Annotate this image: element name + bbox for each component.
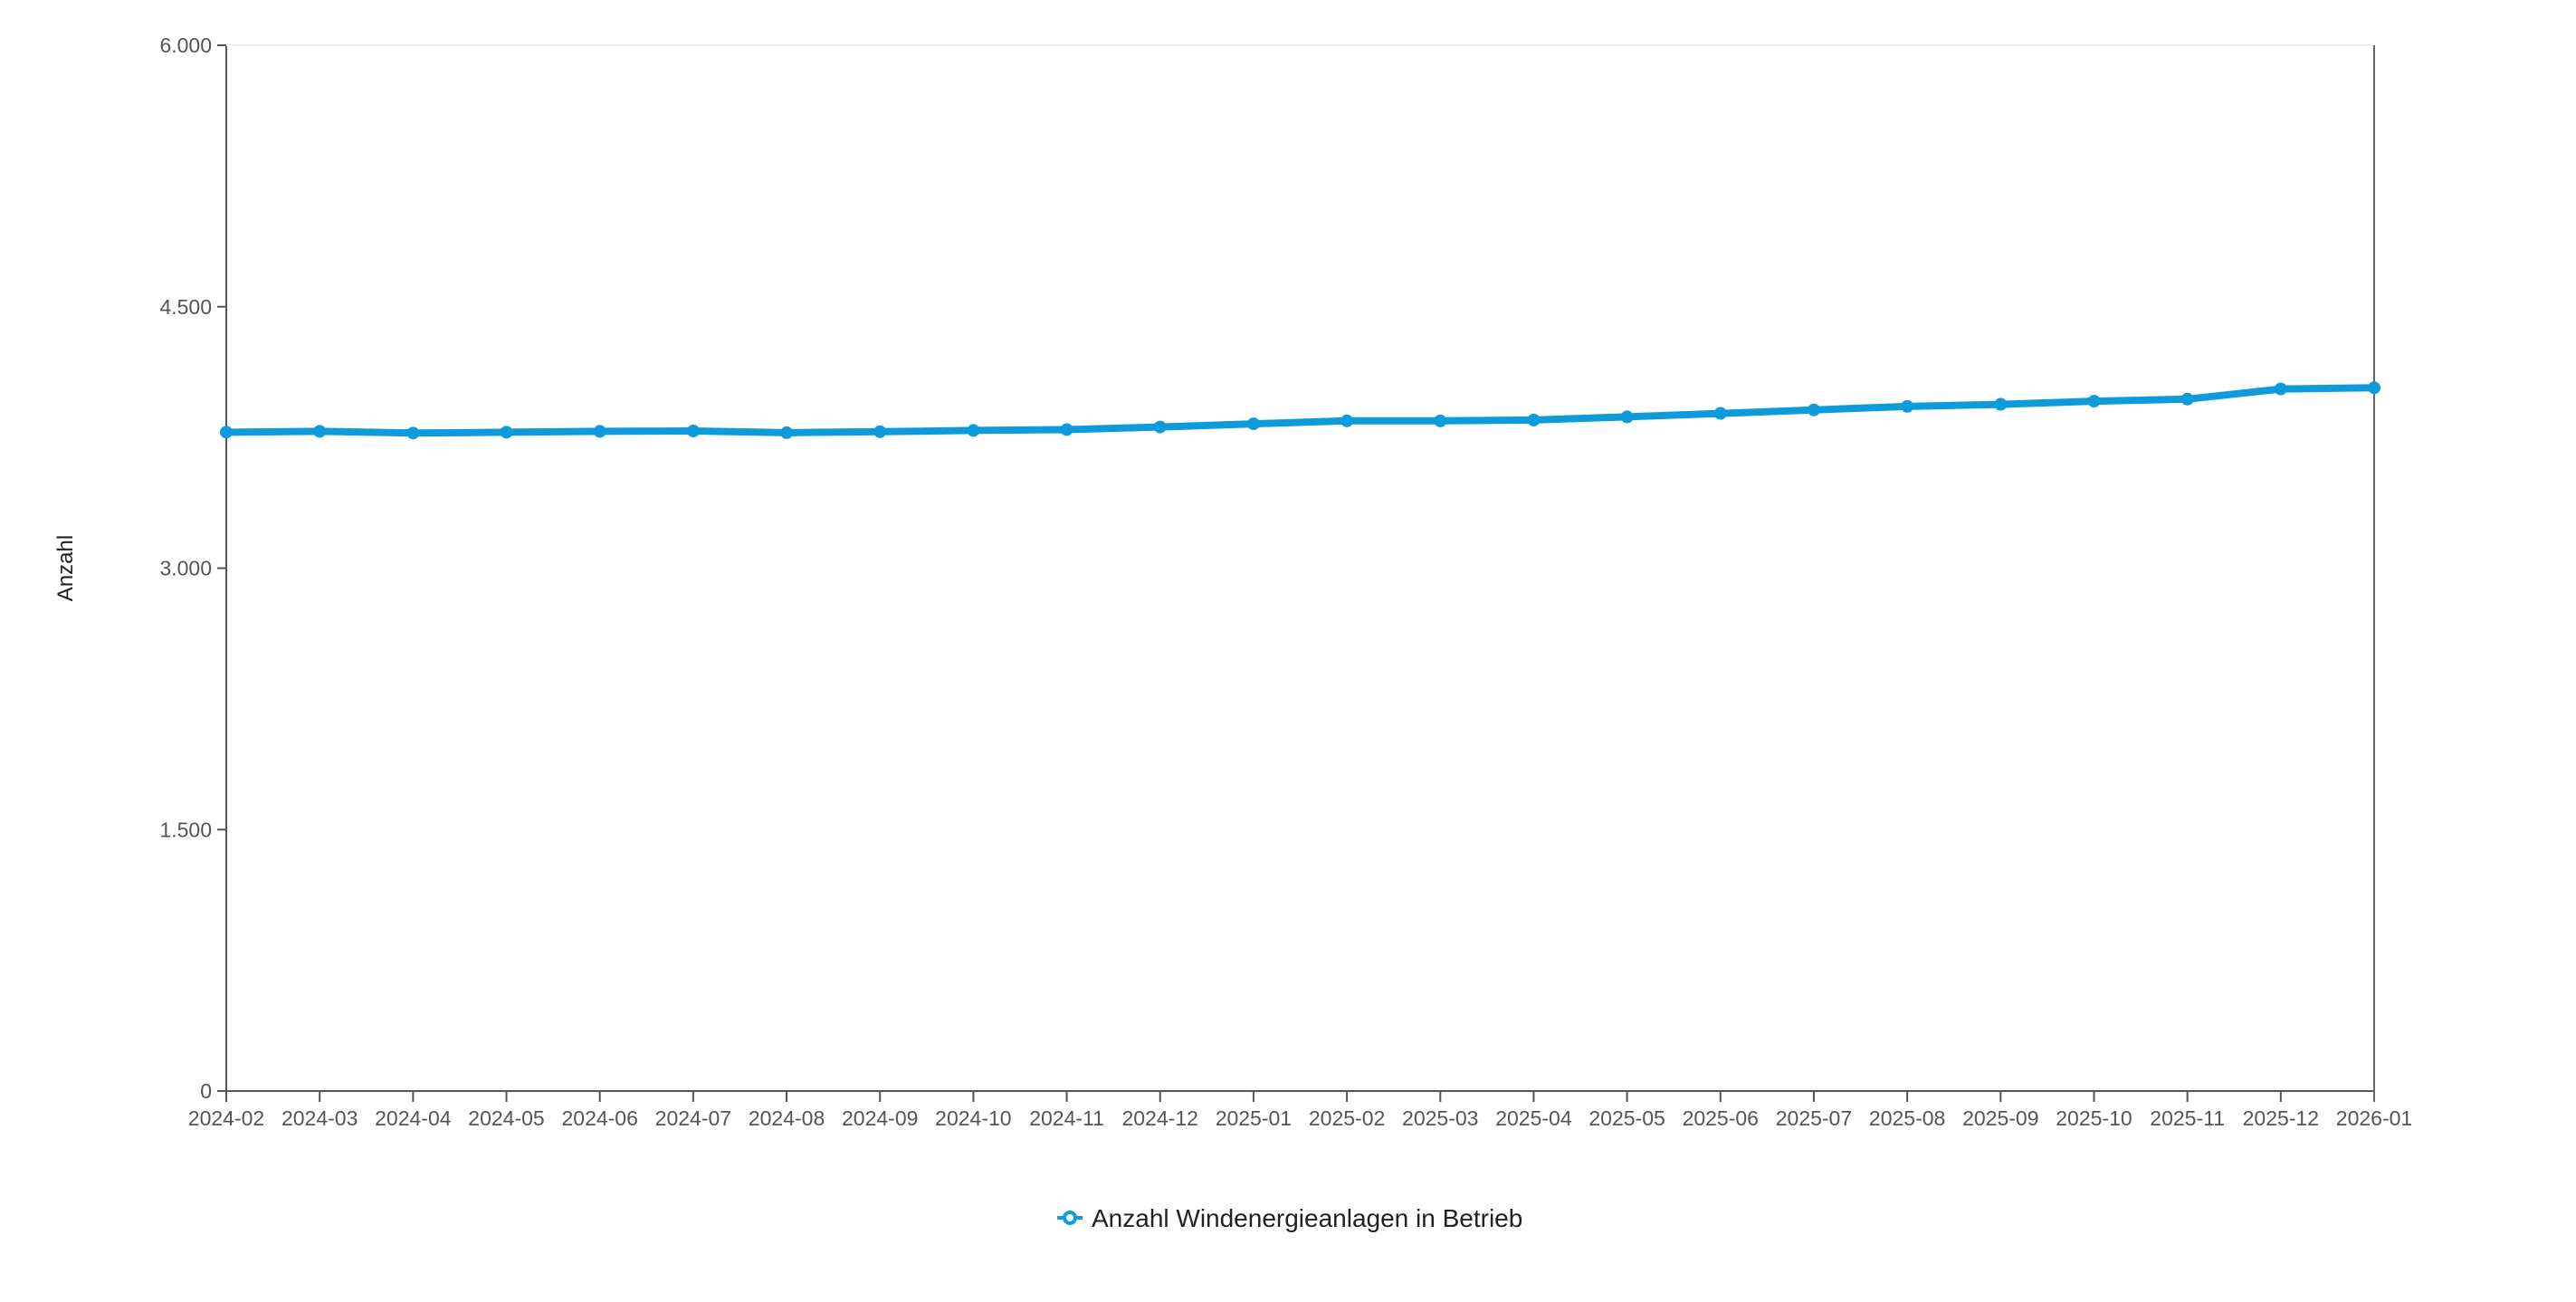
x-tick-label: 2025-06 — [1683, 1106, 1759, 1130]
legend-series-label: Anzahl Windenergieanlagen in Betrieb — [1092, 1204, 1522, 1232]
series-layer — [220, 381, 2380, 440]
data-point[interactable] — [1340, 414, 1354, 427]
x-tick-label: 2024-09 — [842, 1106, 918, 1130]
x-tick-label: 2025-05 — [1589, 1106, 1665, 1130]
x-tick-label: 2026-01 — [2336, 1106, 2412, 1130]
data-point[interactable] — [1620, 410, 1634, 424]
x-tick-label: 2025-02 — [1309, 1106, 1385, 1130]
data-point[interactable] — [313, 425, 327, 438]
y-tick-label: 0 — [200, 1079, 212, 1103]
x-axis-ticks: 2024-02 2024-03 2024-04 2024-05 2024-06 2024-… — [188, 1091, 2412, 1130]
data-point[interactable] — [1713, 407, 1727, 420]
x-tick-label: 2025-11 — [2150, 1106, 2225, 1130]
x-tick-label: 2025-09 — [1962, 1106, 2038, 1130]
data-point[interactable] — [2087, 395, 2101, 408]
series-line — [223, 384, 2378, 437]
data-point[interactable] — [1807, 403, 1820, 416]
x-tick-label: 2024-12 — [1122, 1106, 1198, 1130]
x-tick-label: 2024-08 — [749, 1106, 825, 1130]
data-point[interactable] — [1153, 420, 1167, 434]
x-tick-label: 2025-12 — [2243, 1106, 2319, 1130]
data-point[interactable] — [1901, 399, 1914, 413]
y-tick-label: 4.500 — [159, 295, 212, 319]
data-point[interactable] — [2180, 392, 2194, 406]
x-tick-label: 2024-10 — [935, 1106, 1011, 1130]
legend-series-marker — [1063, 1211, 1077, 1225]
data-point[interactable] — [220, 426, 233, 439]
y-tick-label: 6.000 — [159, 34, 212, 57]
x-tick-label: 2024-02 — [188, 1106, 264, 1130]
data-point[interactable] — [2274, 382, 2287, 396]
data-point[interactable] — [873, 425, 887, 438]
x-tick-label: 2024-06 — [561, 1106, 637, 1130]
data-point[interactable] — [406, 426, 420, 440]
x-tick-label: 2024-11 — [1029, 1106, 1104, 1130]
data-point[interactable] — [967, 424, 980, 437]
data-point[interactable] — [1527, 413, 1541, 426]
data-point[interactable] — [780, 426, 794, 439]
data-point[interactable] — [686, 425, 700, 438]
data-point[interactable] — [1060, 423, 1073, 436]
x-tick-label: 2024-07 — [655, 1106, 731, 1130]
x-tick-label: 2024-03 — [281, 1106, 358, 1130]
x-tick-label: 2024-04 — [375, 1106, 452, 1130]
y-axis-ticks: 0 1.500 3.000 4.500 6.000 — [159, 34, 226, 1103]
x-tick-label: 2025-01 — [1216, 1106, 1292, 1130]
x-tick-label: 2024-05 — [468, 1106, 544, 1130]
data-point[interactable] — [1994, 397, 2008, 411]
legend[interactable]: Anzahl Windenergieanlagen in Betrieb — [1057, 1204, 1522, 1232]
data-point[interactable] — [2368, 381, 2380, 395]
y-tick-label: 3.000 — [159, 557, 212, 580]
y-tick-label: 1.500 — [159, 818, 212, 841]
data-point[interactable] — [1434, 414, 1447, 427]
x-tick-label: 2025-10 — [2056, 1106, 2132, 1130]
x-tick-label: 2025-03 — [1402, 1106, 1478, 1130]
data-point[interactable] — [1246, 417, 1260, 431]
data-point[interactable] — [593, 425, 606, 438]
x-tick-label: 2025-08 — [1869, 1106, 1945, 1130]
x-tick-label: 2025-07 — [1776, 1106, 1852, 1130]
y-axis-title: Anzahl — [53, 535, 78, 601]
data-point[interactable] — [500, 426, 513, 439]
x-tick-label: 2025-04 — [1495, 1106, 1572, 1130]
